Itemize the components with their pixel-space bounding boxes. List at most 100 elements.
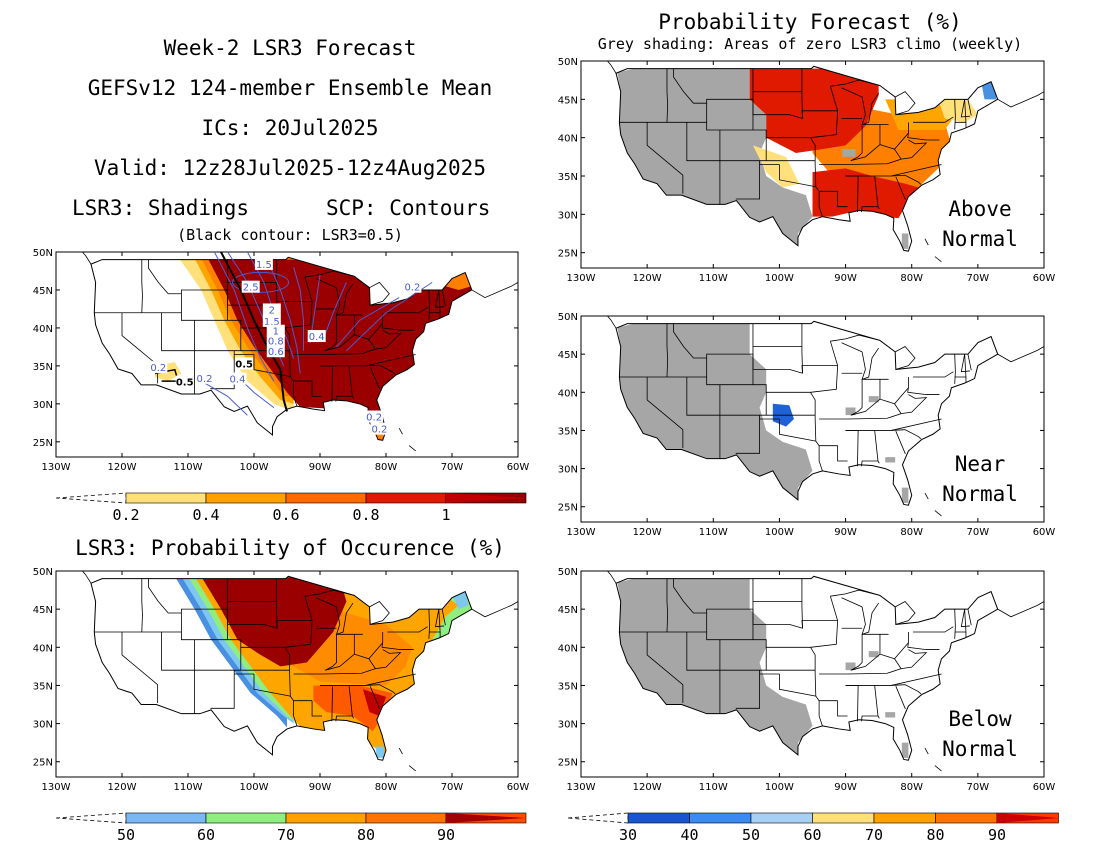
prob-colorbar-tick: 80 [926,826,944,844]
contour-label: 1.5 [256,260,272,271]
state-boundary [619,353,753,378]
lake-michigan [861,347,879,380]
coastline [471,601,518,618]
lon-tick-label: 110W [699,782,728,793]
prob-colorbar-segment [935,812,998,824]
state-boundary [960,609,970,628]
state-boundary [850,132,909,162]
state-boundary [441,609,446,626]
contour-label: 0.4 [230,375,246,386]
state-boundary [428,289,430,320]
near-grey-blob [845,407,856,416]
scp-contour [293,267,304,351]
state-boundary [845,164,942,177]
state-boundary [861,460,878,467]
state-boundary [841,597,863,608]
lat-tick-label: 30N [558,210,578,221]
state-boundary [381,312,414,331]
contour-label-bg [228,372,247,385]
state-boundary [857,685,859,722]
state-boundary [967,609,972,626]
state-boundary [829,86,839,111]
coastline [607,571,617,584]
lat-tick-label: 35N [558,426,578,437]
prob-colorbar-segment [627,812,690,824]
state-boundary [666,68,669,123]
contour-label-bg [266,345,285,358]
lon-tick-label: 90W [834,782,857,793]
contour-label: 0.2 [366,413,382,424]
lat-tick-label: 45N [33,605,53,616]
state-boundary [331,685,333,722]
contour-label-bg [370,422,389,435]
state-boundary [735,415,760,454]
state-boundary [335,715,353,722]
lake-michigan [861,602,879,635]
bahamas [934,765,942,772]
occurrence-title: LSR3: Probability of Occurence (%) [75,536,505,560]
lon-tick-label: 80W [375,462,398,473]
lat-tick-label: 30N [558,720,578,731]
lake-michigan [335,602,354,635]
below-grey [617,578,813,755]
lon-tick-label: 90W [309,462,332,473]
below-grey-blob [885,712,896,718]
state-boundary [348,685,355,719]
lon-tick-label: 90W [834,273,857,284]
lon-tick-label: 60W [507,782,530,793]
lat-tick-label: 25N [558,249,578,260]
lat-tick-label: 45N [558,350,578,361]
contour-label: 0.4 [309,332,325,343]
state-boundary [365,364,396,375]
state-boundary [141,259,143,313]
contours-label: SCP: Contours [326,196,491,220]
bahamas [924,747,929,755]
prob-colorbar-segment [873,812,936,824]
state-boundary [829,596,839,621]
lon-tick-label: 80W [375,782,398,793]
lake-michigan [861,92,879,126]
state-boundary [735,670,760,709]
lat-tick-label: 30N [558,465,578,476]
state-boundary [321,339,377,355]
lat-tick-label: 40N [33,324,53,335]
lon-tick-label: 80W [900,273,923,284]
state-boundary [673,68,707,104]
below-grey-blob [868,651,879,658]
state-boundary [850,387,909,416]
lat-tick-label: 25N [33,758,53,769]
contour-label: 0.5 [176,378,194,389]
state-boundary [121,632,159,703]
state-boundary [874,685,880,719]
contour-label: 2.5 [243,283,259,294]
state-boundary [752,354,803,374]
state-boundary [646,632,684,703]
state-boundary [810,137,816,161]
state-boundary [686,632,816,671]
state-boundary [94,608,228,633]
state-boundary [874,430,880,464]
lat-tick-label: 30N [33,400,53,411]
scp-contour [213,252,275,382]
bahamas [934,510,942,517]
coastline [471,282,518,299]
state-boundary [147,259,182,295]
state-boundary [752,99,803,119]
state-boundary [227,609,278,629]
state-boundary [810,620,839,648]
lat-tick-label: 40N [558,134,578,145]
state-boundary [289,670,298,727]
occ-colorbar-segment [125,812,207,824]
state-boundary [907,377,940,395]
occ-colorbar-tick: 70 [277,826,295,844]
occ-colorbar-tick: 60 [197,826,215,844]
scp-contour [232,271,290,293]
lake-michigan [335,283,354,316]
lat-tick-label: 50N [33,248,53,259]
state-boundary [673,323,707,359]
lon-tick-label: 100W [765,782,794,793]
occ-colorbar-tick: 80 [357,826,375,844]
prob-colorbar-tick: 60 [803,826,821,844]
prob-colorbar-segment [750,812,813,824]
lon-tick-label: 120W [108,462,137,473]
